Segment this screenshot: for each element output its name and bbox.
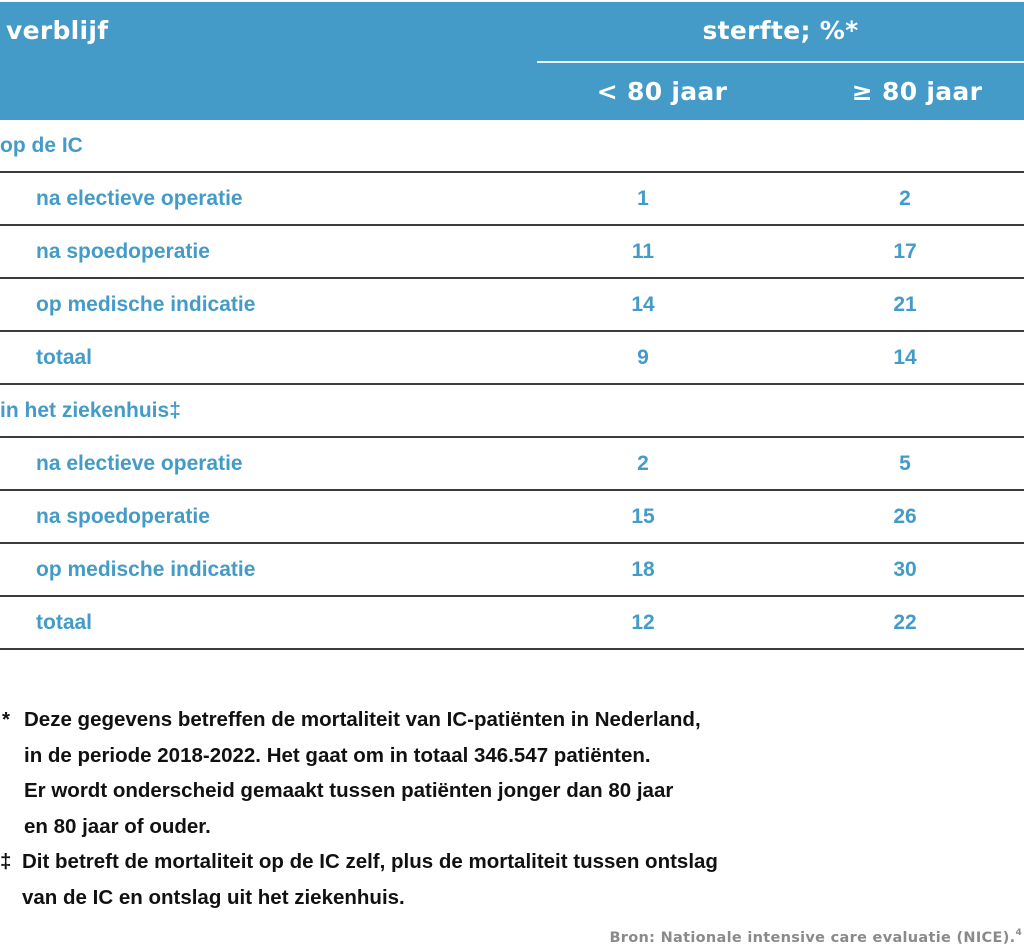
footnote-line: Dit betreft de mortaliteit op de IC zelf…: [22, 850, 718, 873]
mortality-table: op de IC na electieve operatie 1 2 na sp…: [0, 120, 1024, 650]
value-80-plus: 21: [893, 293, 917, 316]
column-header-verblijf: verblijf: [6, 16, 109, 45]
footnote-line: Deze gegevens betreffen de mortaliteit v…: [24, 708, 701, 731]
table-header: verblijf sterfte; %* < 80 jaar ≥ 80 jaar: [0, 2, 1024, 120]
row-label: op medische indicatie: [36, 558, 256, 581]
table-row: na electieve operatie 1 2: [0, 173, 1024, 226]
row-label: na spoedoperatie: [36, 240, 210, 263]
footnote-double-dagger: ‡ Dit betreft de mortaliteit op de IC ze…: [0, 844, 1024, 915]
table-row: na spoedoperatie 15 26: [0, 491, 1024, 544]
value-under-80: 14: [631, 293, 655, 316]
table-group-row: in het ziekenhuis‡: [0, 385, 1024, 438]
table-row: na spoedoperatie 11 17: [0, 226, 1024, 279]
table-row: totaal 9 14: [0, 332, 1024, 385]
value-80-plus: 30: [893, 558, 917, 581]
value-under-80: 1: [637, 187, 649, 210]
footnote-line: Er wordt onderscheid gemaakt tussen pati…: [24, 779, 674, 802]
row-label: op de IC: [0, 134, 83, 157]
column-header-under-80: < 80 jaar: [596, 77, 728, 106]
source-citation: Bron: Nationale intensive care evaluatie…: [609, 928, 1022, 946]
table-row: na electieve operatie 2 5: [0, 438, 1024, 491]
value-under-80: 15: [631, 505, 655, 528]
row-label: totaal: [36, 346, 93, 369]
value-under-80: 11: [631, 240, 655, 263]
footnote-asterisk: * Deze gegevens betreffen de mortaliteit…: [0, 702, 1024, 844]
footnote-mark: *: [2, 708, 10, 731]
header-divider: [537, 61, 1024, 63]
source-text: Bron: Nationale intensive care evaluatie…: [609, 930, 1016, 946]
value-under-80: 9: [637, 346, 649, 369]
footnote-line: van de IC en ontslag uit het ziekenhuis.: [22, 885, 405, 909]
column-group-header-sterfte: sterfte; %*: [702, 16, 859, 45]
row-label: op medische indicatie: [36, 293, 256, 316]
value-80-plus: 5: [899, 452, 911, 475]
row-label: na spoedoperatie: [36, 505, 210, 528]
table-row: totaal 12 22: [0, 597, 1024, 650]
value-80-plus: 22: [893, 611, 917, 634]
value-under-80: 2: [637, 452, 649, 475]
row-label: totaal: [36, 611, 93, 634]
table-row: op medische indicatie 14 21: [0, 279, 1024, 332]
footnotes: * Deze gegevens betreffen de mortaliteit…: [0, 702, 1024, 915]
footnote-line: in de periode 2018-2022. Het gaat om in …: [24, 743, 651, 767]
value-80-plus: 17: [893, 240, 917, 263]
value-under-80: 18: [631, 558, 655, 581]
row-label: na electieve operatie: [36, 187, 243, 210]
value-80-plus: 26: [893, 505, 917, 528]
value-under-80: 12: [631, 611, 655, 634]
value-80-plus: 2: [899, 187, 911, 210]
table-group-row: op de IC: [0, 120, 1024, 173]
source-reference: 4: [1015, 928, 1022, 938]
row-label: na electieve operatie: [36, 452, 243, 475]
column-header-80-plus: ≥ 80 jaar: [851, 77, 983, 106]
row-label: in het ziekenhuis‡: [0, 399, 181, 422]
footnote-line: en 80 jaar of ouder.: [24, 814, 211, 838]
footnote-mark: ‡: [0, 850, 12, 873]
value-80-plus: 14: [893, 346, 917, 369]
table-row: op medische indicatie 18 30: [0, 544, 1024, 597]
